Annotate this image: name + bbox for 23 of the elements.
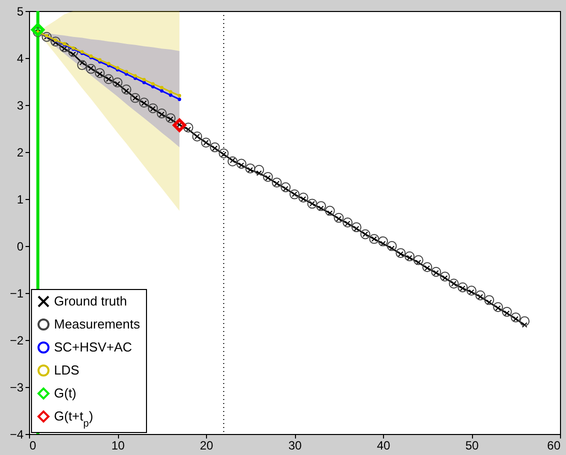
y-tick-label: 2	[16, 146, 24, 160]
y-tick-label: 3	[16, 98, 24, 112]
x-tick-label: 50	[465, 438, 479, 452]
x-tick-label: 20	[200, 438, 214, 452]
legend-label: G(t)	[54, 386, 76, 400]
legend-label: G(t+t$_{p}$)	[54, 408, 94, 429]
y-tick-label: 4	[16, 52, 24, 66]
legend-label: LDS	[54, 362, 80, 378]
legend-label: SC+HSV+AC	[54, 340, 132, 354]
x-tick-label: 60	[547, 438, 561, 452]
y-tick-label: −1	[10, 286, 24, 300]
legend-label: Ground truth	[54, 294, 127, 308]
y-tick-label: −2	[10, 334, 24, 348]
y-tick-label: −4	[10, 428, 24, 442]
y-tick-label: 0	[16, 240, 24, 254]
y-tick-label: 1	[16, 192, 24, 206]
y-tick-label: 5	[16, 4, 24, 18]
x-tick-label: 0	[30, 438, 36, 452]
x-tick-label: 30	[288, 438, 302, 452]
y-tick-label: −3	[10, 380, 24, 394]
x-tick-label: 10	[111, 438, 125, 452]
x-tick-label: 40	[376, 438, 390, 452]
legend-label: Measurements	[54, 316, 140, 332]
